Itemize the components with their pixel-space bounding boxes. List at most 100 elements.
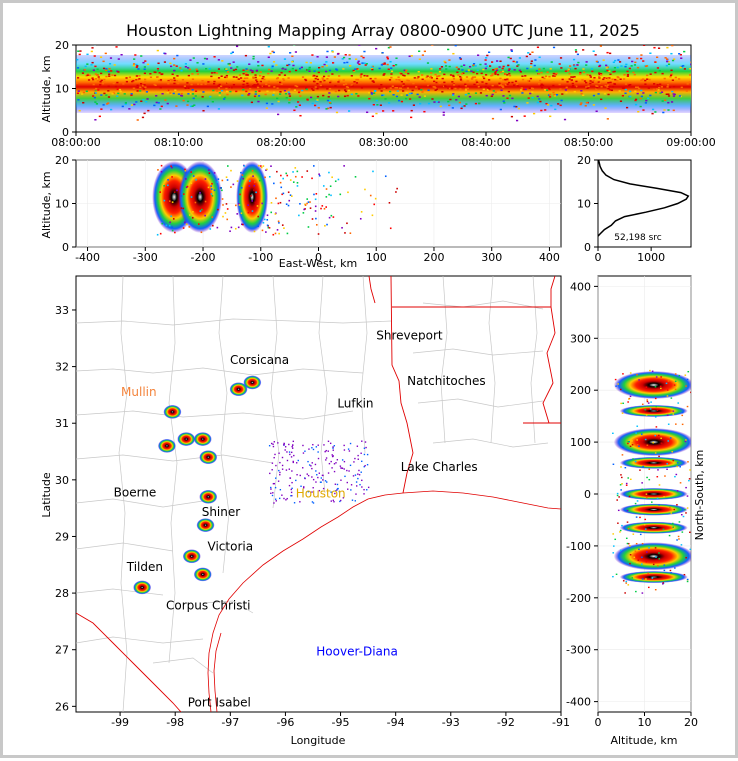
northsouth-source [687, 370, 690, 373]
map-source [286, 451, 288, 453]
time-altitude-source [471, 76, 475, 78]
time-altitude-source [128, 108, 131, 110]
eastwest-source [326, 223, 328, 226]
map-source [292, 460, 294, 463]
time-altitude-source [671, 79, 674, 81]
time-altitude-source [607, 82, 610, 84]
time-altitude-source [599, 45, 603, 47]
map-source [272, 443, 274, 445]
time-altitude-source [243, 77, 247, 80]
time-altitude-source [548, 96, 552, 98]
time-altitude-source [97, 89, 100, 91]
time-altitude-source [499, 77, 502, 80]
time-altitude-source [353, 81, 356, 83]
time-altitude-source [167, 82, 170, 85]
time-altitude-source [316, 78, 320, 81]
map-source [290, 456, 293, 458]
time-altitude-source [548, 88, 551, 91]
time-altitude-source [259, 80, 262, 83]
time-altitude-source [585, 64, 588, 66]
time-altitude-source [407, 72, 410, 75]
northsouth-source [649, 369, 651, 372]
map-source [304, 477, 306, 480]
time-altitude-source [541, 76, 544, 79]
time-altitude-source [673, 85, 676, 88]
time-altitude-source [656, 84, 659, 86]
time-altitude-source [258, 81, 261, 84]
time-altitude-source [225, 68, 228, 70]
northsouth-source [672, 459, 675, 462]
time-altitude-source [484, 63, 487, 65]
northsouth-source [646, 476, 648, 479]
time-altitude-source [560, 67, 563, 69]
eastwest-source [186, 185, 189, 188]
map-source [322, 487, 325, 490]
eastwest-source [247, 211, 250, 214]
time-altitude-source [375, 47, 378, 50]
map-source [272, 445, 275, 448]
map-source [343, 449, 346, 451]
time-altitude-source [294, 85, 297, 87]
time-altitude-source [374, 89, 377, 92]
time-altitude-source [382, 74, 385, 76]
time-altitude-source [100, 94, 103, 96]
time-altitude-source [432, 86, 435, 88]
map-source [293, 502, 296, 504]
map-source [324, 450, 326, 453]
time-altitude-source [136, 90, 139, 92]
time-altitude-source [90, 64, 93, 66]
time-altitude-source [135, 79, 138, 81]
time-altitude-source [546, 71, 549, 73]
eastwest-source [251, 210, 254, 212]
time-altitude-source [296, 85, 299, 88]
time-altitude-source [579, 71, 582, 74]
time-altitude-source [495, 67, 498, 70]
time-altitude-source [568, 72, 571, 75]
northsouth-source [625, 484, 628, 486]
time-altitude-source [457, 95, 461, 98]
northsouth-source [629, 562, 631, 565]
time-altitude-source [173, 80, 177, 82]
map-source [351, 499, 354, 501]
time-altitude-source [598, 64, 602, 67]
time-altitude-source [472, 64, 475, 66]
time-altitude-source [116, 95, 119, 97]
time-altitude-source [351, 85, 354, 87]
northsouth-source [685, 486, 687, 489]
time-altitude-source [262, 75, 265, 78]
time-altitude-source [232, 69, 236, 71]
northsouth-storm-cluster [619, 571, 688, 584]
time-altitude-source [279, 93, 282, 95]
map-source [363, 488, 365, 491]
time-altitude-source [111, 74, 114, 76]
time-altitude-source [563, 118, 567, 121]
northsouth-source [641, 563, 643, 565]
map-storm-cluster [182, 549, 201, 564]
eastwest-ytick-label: 10 [55, 198, 69, 211]
time-altitude-source [306, 98, 309, 101]
eastwest-source [347, 191, 349, 194]
map-source [311, 491, 313, 493]
map-source [273, 502, 275, 504]
eastwest-source [159, 232, 162, 235]
time-tick-label: 09:00:00 [666, 136, 715, 149]
time-altitude-source [580, 102, 583, 104]
northsouth-source [663, 564, 666, 566]
time-altitude-source [494, 68, 497, 70]
time-altitude-source [247, 94, 250, 96]
time-altitude-source [160, 105, 163, 108]
northsouth-source [660, 376, 662, 378]
time-altitude-source [177, 82, 180, 85]
time-altitude-source [217, 68, 221, 70]
time-altitude-source [179, 67, 182, 69]
time-altitude-source [318, 66, 321, 69]
eastwest-source [221, 189, 223, 192]
time-altitude-source [191, 73, 194, 75]
time-altitude-source [652, 88, 656, 91]
eastwest-source [395, 191, 397, 193]
time-altitude-source [672, 95, 676, 97]
time-altitude-source [592, 104, 595, 106]
time-altitude-source [334, 90, 337, 93]
time-altitude-source [312, 89, 315, 91]
